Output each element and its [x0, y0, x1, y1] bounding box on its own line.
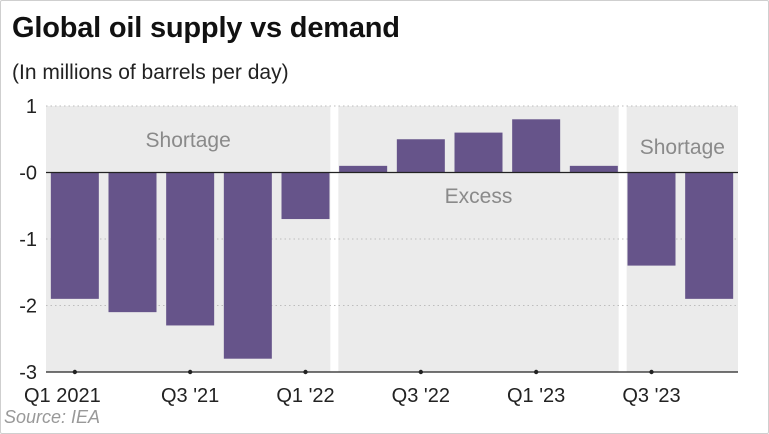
- region-label: Shortage: [146, 129, 231, 152]
- x-tick-mark: [187, 369, 193, 375]
- x-tick-label: Q1 '22: [276, 385, 334, 407]
- region-labels: Shortage Excess Shortage: [146, 129, 725, 208]
- x-tick-mark: [649, 369, 654, 375]
- bars: [50, 119, 734, 359]
- y-tick-label: 1: [26, 96, 37, 118]
- axes: 1 -0 -1 -2 -3Q1 2021 Q3 '21 Q1 '22 Q3 '22 Q1 '23…: [19, 96, 738, 407]
- x-tick-mark: [533, 369, 539, 375]
- x-tick-mark: [418, 369, 424, 375]
- region-label: Excess: [445, 185, 513, 208]
- x-tick-label: Q1 2021: [24, 385, 101, 407]
- bar: [454, 132, 503, 173]
- y-tick-label: -0: [19, 163, 37, 185]
- bar: [166, 172, 215, 326]
- source-note: Source: IEA: [4, 407, 101, 427]
- bar: [223, 172, 272, 359]
- chart-title: Global oil supply vs demand: [12, 12, 400, 44]
- y-tick-label: -2: [19, 296, 37, 318]
- bar: [627, 172, 676, 266]
- region-label: Shortage: [640, 136, 725, 159]
- bar: [512, 119, 561, 173]
- bar: [685, 172, 734, 299]
- bar: [569, 165, 618, 173]
- x-tick-label: Q1 '23: [507, 385, 565, 407]
- x-tick-label: Q3 '22: [392, 385, 450, 407]
- y-tick-label: -3: [19, 362, 37, 384]
- bar: [396, 139, 445, 173]
- x-tick-mark: [303, 369, 308, 375]
- bar: [108, 172, 157, 313]
- y-tick-label: -1: [19, 229, 37, 251]
- bar: [50, 172, 99, 299]
- x-tick-label: Q3 '23: [622, 385, 680, 407]
- bar: [281, 172, 330, 220]
- bar: [339, 165, 388, 173]
- chart-subtitle: (In millions of barrels per day): [12, 61, 289, 84]
- x-tick-label: Q3 '21: [161, 385, 219, 407]
- x-tick-mark: [72, 369, 78, 375]
